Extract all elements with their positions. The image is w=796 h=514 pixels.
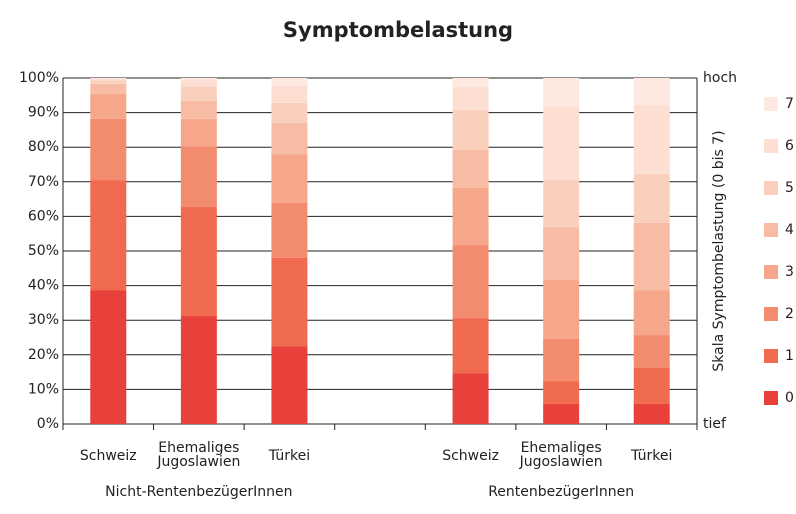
- bar-segment: [90, 78, 127, 80]
- plot-border-fix: [63, 424, 697, 425]
- bar-segment: [180, 146, 217, 208]
- legend-swatch: [764, 181, 778, 195]
- y-tick-label: 50%: [28, 243, 59, 259]
- y-tick-label: 70%: [28, 174, 59, 190]
- y2-bottom-label: tief: [703, 416, 727, 432]
- legend-swatch: [764, 391, 778, 405]
- legend-swatch: [764, 139, 778, 153]
- x-tick-label: Schweiz: [442, 448, 499, 464]
- bar-segment: [452, 109, 489, 150]
- y2-axis-title: Skala Symptombelastung (0 bis 7): [711, 130, 727, 371]
- bar-segment: [452, 188, 489, 246]
- group-label: RentenbezügerInnen: [488, 484, 634, 500]
- x-tick-label: Türkei: [268, 448, 310, 464]
- bar-segment: [543, 227, 580, 281]
- bar-segment: [90, 79, 127, 81]
- bar-segment: [180, 86, 217, 101]
- y-tick-label: 60%: [28, 208, 59, 224]
- bar-segment: [633, 173, 670, 223]
- x-tick-label: Türkei: [630, 448, 672, 464]
- bar-segment: [452, 78, 489, 87]
- y-tick-label: 0%: [37, 416, 59, 432]
- y-tick-label: 30%: [28, 312, 59, 328]
- legend-label: 2: [785, 306, 794, 322]
- bar-segment: [543, 78, 580, 108]
- legend-swatch: [764, 97, 778, 111]
- bar-segment: [543, 338, 580, 382]
- bar-segment: [452, 149, 489, 189]
- x-tick-label: Schweiz: [80, 448, 137, 464]
- x-tick-label: Ehemaliges Jugoslawien: [519, 440, 603, 470]
- bar-segment: [271, 346, 308, 424]
- bar-segment: [271, 154, 308, 203]
- y-tick-label: 10%: [28, 381, 59, 397]
- bar-segment: [271, 102, 308, 123]
- bar-segment: [633, 335, 670, 368]
- bar-segment: [271, 122, 308, 155]
- legend-swatch: [764, 265, 778, 279]
- bar-segment: [633, 104, 670, 174]
- bar-segment: [633, 78, 670, 105]
- y-tick-label: 20%: [28, 347, 59, 363]
- bar-segment: [452, 245, 489, 319]
- bar-segment: [633, 290, 670, 336]
- legend-swatch: [764, 349, 778, 363]
- bar-segment: [452, 318, 489, 374]
- bar-segment: [543, 280, 580, 339]
- bar-segment: [271, 202, 308, 258]
- y-tick-label: 100%: [19, 70, 59, 86]
- chart-title: Symptombelastung: [283, 18, 513, 42]
- bar-segment: [452, 373, 489, 424]
- bar-segment: [90, 93, 127, 119]
- bar-segment: [543, 107, 580, 181]
- legend-label: 7: [785, 96, 794, 112]
- legend-swatch: [764, 307, 778, 321]
- bar-segment: [543, 180, 580, 228]
- legend-label: 4: [785, 222, 794, 238]
- legend-label: 3: [785, 264, 794, 280]
- legend-swatch: [764, 223, 778, 237]
- bar-segment: [90, 180, 127, 291]
- bar-segment: [543, 403, 580, 424]
- legend-label: 6: [785, 138, 794, 154]
- legend-label: 5: [785, 180, 794, 196]
- bar-segment: [633, 222, 670, 291]
- bar-segment: [90, 83, 127, 94]
- bar-segment: [180, 80, 217, 87]
- bar-segment: [90, 290, 127, 424]
- bar-segment: [180, 78, 217, 81]
- bar-segment: [633, 403, 670, 424]
- bar-segment: [271, 85, 308, 103]
- bar-segment: [90, 80, 127, 84]
- bar-segment: [180, 207, 217, 317]
- bar-segment: [180, 118, 217, 147]
- x-tick-label: Ehemaliges Jugoslawien: [156, 440, 240, 470]
- bar-segment: [90, 118, 127, 181]
- bar-segment: [180, 100, 217, 119]
- bar-segment: [452, 86, 489, 110]
- bar-segment: [271, 257, 308, 347]
- bar-segment: [543, 381, 580, 404]
- group-label: Nicht-RentenbezügerInnen: [105, 484, 292, 500]
- y-tick-label: 90%: [28, 105, 59, 121]
- bar-segment: [633, 367, 670, 404]
- bar-segment: [271, 78, 308, 86]
- legend-label: 0: [785, 390, 794, 406]
- y-tick-label: 40%: [28, 278, 59, 294]
- y2-top-label: hoch: [703, 70, 737, 86]
- legend-label: 1: [785, 348, 794, 364]
- bar-segment: [180, 316, 217, 424]
- y-tick-label: 80%: [28, 139, 59, 155]
